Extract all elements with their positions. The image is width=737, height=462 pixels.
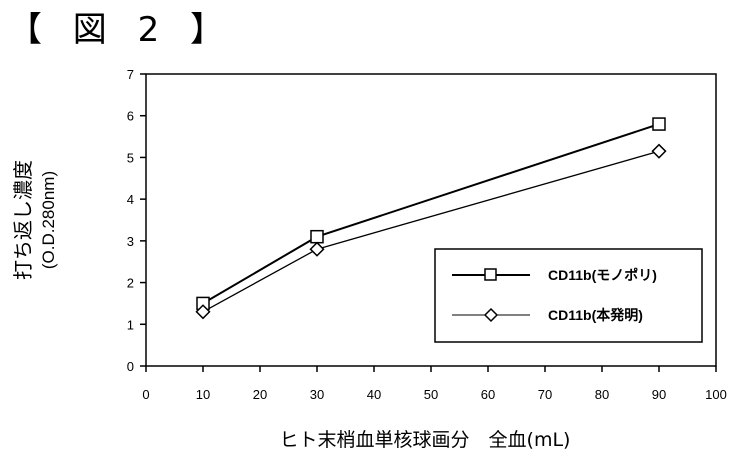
y-tick-label-3: 3 (127, 234, 134, 249)
legend-label-invention: CD11b(本発明) (548, 307, 643, 323)
x-tick-label-9: 90 (652, 387, 666, 402)
legend-label-monopoly: CD11b(モノポリ) (548, 267, 657, 283)
data-point-s0-1 (311, 231, 323, 243)
y-tick-label-1: 1 (127, 317, 134, 332)
x-tick-label-5: 50 (424, 387, 438, 402)
x-axis-label: ヒト末梢血単核球画分 全血(mL) (280, 429, 571, 451)
y-tick-label-0: 0 (127, 359, 134, 374)
y-axis-unit: (O.D.280nm) (39, 171, 58, 269)
y-tick-label-2: 2 (127, 276, 134, 291)
x-tick-label-7: 70 (538, 387, 552, 402)
x-tick-label-0: 0 (142, 387, 149, 402)
legend-box (435, 249, 702, 342)
x-tick-label-1: 10 (196, 387, 210, 402)
y-tick-label-5: 5 (127, 150, 134, 165)
y-tick-label-6: 6 (127, 109, 134, 124)
x-tick-label-2: 20 (253, 387, 267, 402)
x-tick-label-10: 100 (705, 387, 727, 402)
x-tick-label-6: 60 (481, 387, 495, 402)
x-axis: 0 10 20 30 40 50 60 70 80 90 100 (142, 366, 726, 402)
y-tick-label-7: 7 (127, 67, 134, 82)
y-axis-label: 打ち返し濃度 (11, 160, 35, 280)
x-tick-label-3: 30 (310, 387, 324, 402)
legend: CD11b(モノポリ) CD11b(本発明) (435, 249, 702, 342)
data-point-s0-2 (653, 118, 665, 130)
legend-marker-square (485, 269, 496, 280)
data-point-s1-1 (311, 243, 324, 256)
y-axis: 0 1 2 3 4 5 6 7 (127, 67, 146, 374)
data-point-s1-2 (653, 145, 666, 158)
x-tick-label-4: 40 (367, 387, 381, 402)
y-tick-label-4: 4 (127, 192, 134, 207)
x-tick-label-8: 80 (595, 387, 609, 402)
